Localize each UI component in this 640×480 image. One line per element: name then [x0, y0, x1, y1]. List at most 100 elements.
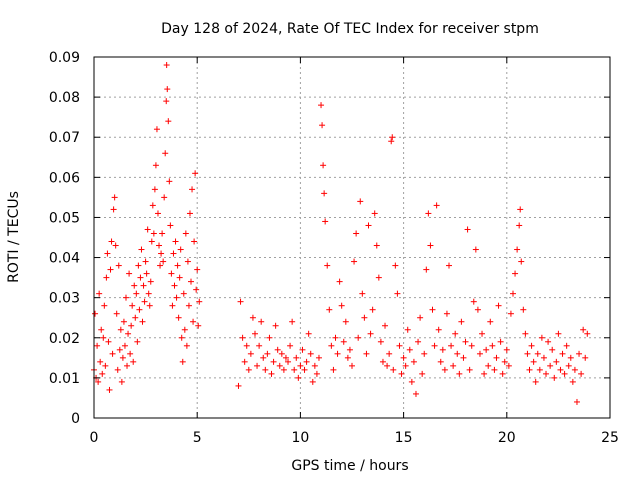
- data-point: [195, 322, 202, 329]
- data-point: [516, 222, 523, 229]
- data-point: [427, 242, 434, 249]
- data-point: [476, 350, 483, 357]
- data-point: [297, 362, 304, 369]
- data-point: [346, 346, 353, 353]
- data-point: [437, 358, 444, 365]
- data-point: [291, 366, 298, 373]
- data-point: [140, 282, 147, 289]
- data-point: [530, 358, 537, 365]
- data-point: [160, 258, 167, 265]
- data-point: [136, 306, 143, 313]
- data-point: [289, 318, 296, 325]
- data-point: [503, 346, 510, 353]
- data-point: [129, 302, 136, 309]
- data-point: [536, 366, 543, 373]
- data-point: [276, 362, 283, 369]
- data-point: [441, 366, 448, 373]
- data-point: [114, 366, 121, 373]
- data-point: [382, 322, 389, 329]
- data-point: [551, 374, 558, 381]
- data-point: [237, 298, 244, 305]
- data-point: [351, 258, 358, 265]
- data-point: [191, 238, 198, 245]
- y-tick-label: 0: [71, 411, 80, 427]
- data-point: [571, 366, 578, 373]
- data-point: [563, 342, 570, 349]
- data-point: [161, 194, 168, 201]
- data-point: [388, 138, 395, 145]
- x-axis-label: GPS time / hours: [291, 458, 408, 474]
- data-point: [489, 342, 496, 349]
- data-point: [534, 350, 541, 357]
- data-point: [194, 266, 201, 273]
- y-tick-label: 0.05: [49, 210, 80, 226]
- data-point: [143, 270, 150, 277]
- data-point: [118, 378, 125, 385]
- data-point: [524, 350, 531, 357]
- data-point: [390, 366, 397, 373]
- data-point: [429, 306, 436, 313]
- data-point: [116, 346, 123, 353]
- data-point: [514, 246, 521, 253]
- data-point: [112, 242, 119, 249]
- chart-title: Day 128 of 2024, Rate Of TEC Index for r…: [161, 21, 539, 37]
- data-point: [452, 330, 459, 337]
- data-point: [479, 330, 486, 337]
- data-point: [103, 274, 110, 281]
- data-point: [295, 374, 302, 381]
- data-point: [124, 362, 131, 369]
- data-point: [178, 334, 185, 341]
- data-point: [377, 338, 384, 345]
- data-point: [258, 318, 265, 325]
- data-point: [243, 342, 250, 349]
- data-point: [301, 366, 308, 373]
- data-point: [567, 354, 574, 361]
- data-point: [175, 314, 182, 321]
- data-point: [392, 262, 399, 269]
- y-tick-label: 0.08: [49, 90, 80, 106]
- data-point: [166, 178, 173, 185]
- data-point: [353, 230, 360, 237]
- data-point: [509, 290, 516, 297]
- data-point: [100, 334, 107, 341]
- data-point: [379, 358, 386, 365]
- y-tick-label: 0.01: [49, 371, 80, 387]
- data-point: [146, 302, 153, 309]
- data-point: [526, 366, 533, 373]
- data-point: [266, 334, 273, 341]
- data-point: [177, 246, 184, 253]
- data-point: [512, 270, 519, 277]
- data-point: [110, 206, 117, 213]
- data-point: [185, 302, 192, 309]
- data-point: [394, 290, 401, 297]
- data-point: [241, 358, 248, 365]
- data-point: [179, 358, 186, 365]
- data-point: [462, 338, 469, 345]
- data-point: [406, 346, 413, 353]
- data-point: [108, 238, 115, 245]
- data-point: [456, 370, 463, 377]
- data-point: [495, 302, 502, 309]
- data-point: [163, 98, 170, 105]
- data-point: [464, 226, 471, 233]
- data-point: [520, 306, 527, 313]
- data-point: [474, 306, 481, 313]
- data-point: [332, 334, 339, 341]
- data-point: [369, 306, 376, 313]
- data-point: [135, 262, 142, 269]
- data-point: [582, 354, 589, 361]
- data-point: [408, 378, 415, 385]
- data-point: [117, 326, 124, 333]
- data-point: [483, 346, 490, 353]
- data-point: [138, 246, 145, 253]
- data-point: [425, 210, 432, 217]
- data-point: [470, 298, 477, 305]
- x-tick-label: 5: [193, 430, 202, 446]
- data-point: [557, 366, 564, 373]
- data-point: [95, 378, 102, 385]
- data-point: [278, 350, 285, 357]
- data-point: [311, 362, 318, 369]
- data-point: [518, 258, 525, 265]
- data-point: [96, 290, 103, 297]
